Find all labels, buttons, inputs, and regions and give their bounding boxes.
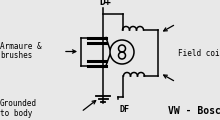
Text: Armaure &: Armaure & xyxy=(0,42,42,51)
Text: Grounded: Grounded xyxy=(0,99,37,108)
Text: to body: to body xyxy=(0,108,32,117)
Text: DF: DF xyxy=(119,105,129,114)
Text: VW - Bosch: VW - Bosch xyxy=(168,106,220,116)
Text: D+: D+ xyxy=(99,0,111,7)
Text: Field coils: Field coils xyxy=(178,48,220,57)
Text: brushes: brushes xyxy=(0,51,32,60)
